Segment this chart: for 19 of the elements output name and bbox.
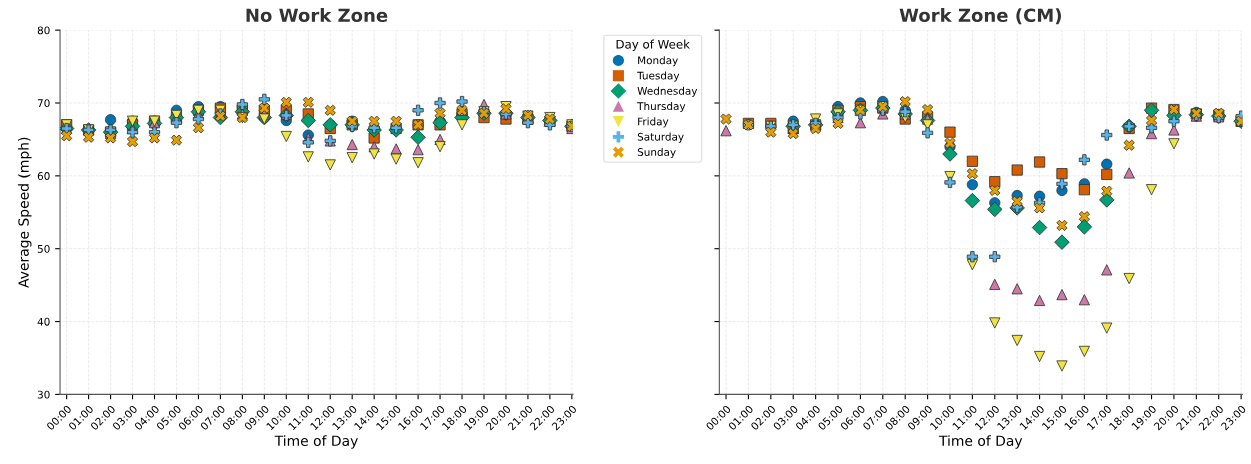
legend-label: Thursday <box>637 102 686 113</box>
legend-label: Sunday <box>637 147 676 158</box>
legend-title: Day of Week <box>616 39 690 51</box>
x-axis-title: Time of Day <box>938 435 1023 449</box>
chart-title: No Work Zone <box>246 8 388 23</box>
x-axis-title: Time of Day <box>274 435 358 449</box>
legend-label: Friday <box>638 117 669 128</box>
y-tick-label: 40 <box>37 317 50 326</box>
legend-label: Tuesday <box>637 71 680 82</box>
legend-label: Wednesday <box>637 86 698 97</box>
y-tick-label: 80 <box>37 26 50 35</box>
chart-title: Work Zone (CM) <box>899 8 1061 25</box>
y-tick-label: 70 <box>37 99 50 108</box>
legend-label: Saturday <box>637 132 684 143</box>
y-tick-label: 30 <box>37 390 50 399</box>
y-axis-title: Average Speed (mph) <box>18 137 32 288</box>
legend-label: Monday <box>638 56 678 67</box>
y-tick-label: 50 <box>37 244 50 253</box>
y-tick-label: 60 <box>37 172 50 180</box>
